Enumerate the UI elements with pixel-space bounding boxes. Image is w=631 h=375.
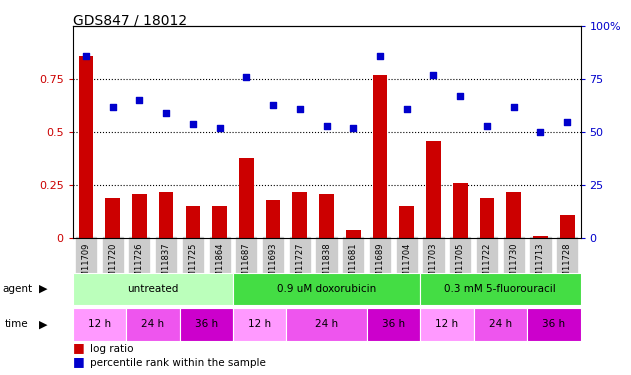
Bar bbox=[453, 183, 468, 238]
Point bbox=[428, 72, 439, 78]
Text: 0.9 uM doxorubicin: 0.9 uM doxorubicin bbox=[277, 284, 376, 294]
Text: 24 h: 24 h bbox=[315, 320, 338, 329]
Point bbox=[482, 123, 492, 129]
Text: 0.3 mM 5-fluorouracil: 0.3 mM 5-fluorouracil bbox=[444, 284, 556, 294]
Point bbox=[455, 93, 465, 99]
Point bbox=[509, 104, 519, 110]
Point bbox=[268, 102, 278, 108]
Point bbox=[535, 129, 545, 135]
Point bbox=[321, 123, 332, 129]
Bar bbox=[292, 192, 307, 238]
Bar bbox=[506, 192, 521, 238]
FancyBboxPatch shape bbox=[474, 308, 527, 340]
FancyBboxPatch shape bbox=[367, 308, 420, 340]
Text: GDS847 / 18012: GDS847 / 18012 bbox=[73, 13, 187, 27]
Bar bbox=[426, 141, 441, 238]
Text: untreated: untreated bbox=[127, 284, 179, 294]
Bar bbox=[159, 192, 174, 238]
Text: 24 h: 24 h bbox=[489, 320, 512, 329]
Text: ■: ■ bbox=[73, 355, 85, 368]
Point bbox=[348, 125, 358, 131]
Text: agent: agent bbox=[2, 284, 32, 294]
Bar bbox=[533, 236, 548, 238]
Text: 36 h: 36 h bbox=[542, 320, 565, 329]
Text: log ratio: log ratio bbox=[90, 344, 134, 354]
Text: 12 h: 12 h bbox=[88, 320, 111, 329]
FancyBboxPatch shape bbox=[73, 273, 233, 305]
Point bbox=[402, 106, 412, 112]
FancyBboxPatch shape bbox=[420, 308, 474, 340]
Bar bbox=[399, 206, 414, 238]
FancyBboxPatch shape bbox=[286, 308, 367, 340]
Bar bbox=[79, 56, 93, 238]
Bar bbox=[105, 198, 120, 238]
Text: percentile rank within the sample: percentile rank within the sample bbox=[90, 358, 266, 368]
Point bbox=[81, 53, 91, 59]
Point bbox=[375, 53, 385, 59]
Bar bbox=[186, 206, 200, 238]
Point bbox=[562, 118, 572, 124]
FancyBboxPatch shape bbox=[233, 273, 420, 305]
Text: ■: ■ bbox=[73, 341, 85, 354]
FancyBboxPatch shape bbox=[126, 308, 179, 340]
Point bbox=[188, 121, 198, 127]
Point bbox=[215, 125, 225, 131]
Bar bbox=[212, 206, 227, 238]
Bar bbox=[319, 194, 334, 238]
Text: 24 h: 24 h bbox=[141, 320, 164, 329]
Text: ▶: ▶ bbox=[39, 284, 47, 294]
Text: 36 h: 36 h bbox=[195, 320, 218, 329]
Bar bbox=[560, 215, 574, 238]
Bar bbox=[346, 230, 361, 238]
Point bbox=[295, 106, 305, 112]
Text: ▶: ▶ bbox=[39, 320, 47, 329]
Text: 12 h: 12 h bbox=[248, 320, 271, 329]
Bar bbox=[480, 198, 494, 238]
Text: time: time bbox=[5, 320, 28, 329]
FancyBboxPatch shape bbox=[420, 273, 581, 305]
Bar bbox=[239, 158, 254, 238]
FancyBboxPatch shape bbox=[527, 308, 581, 340]
FancyBboxPatch shape bbox=[73, 308, 126, 340]
Bar bbox=[132, 194, 147, 238]
Text: 12 h: 12 h bbox=[435, 320, 458, 329]
Point bbox=[134, 98, 144, 104]
Point bbox=[241, 74, 251, 80]
Bar bbox=[373, 75, 387, 238]
Bar bbox=[266, 200, 280, 238]
FancyBboxPatch shape bbox=[179, 308, 233, 340]
Point bbox=[108, 104, 118, 110]
Text: 36 h: 36 h bbox=[382, 320, 405, 329]
Point bbox=[161, 110, 171, 116]
FancyBboxPatch shape bbox=[233, 308, 286, 340]
